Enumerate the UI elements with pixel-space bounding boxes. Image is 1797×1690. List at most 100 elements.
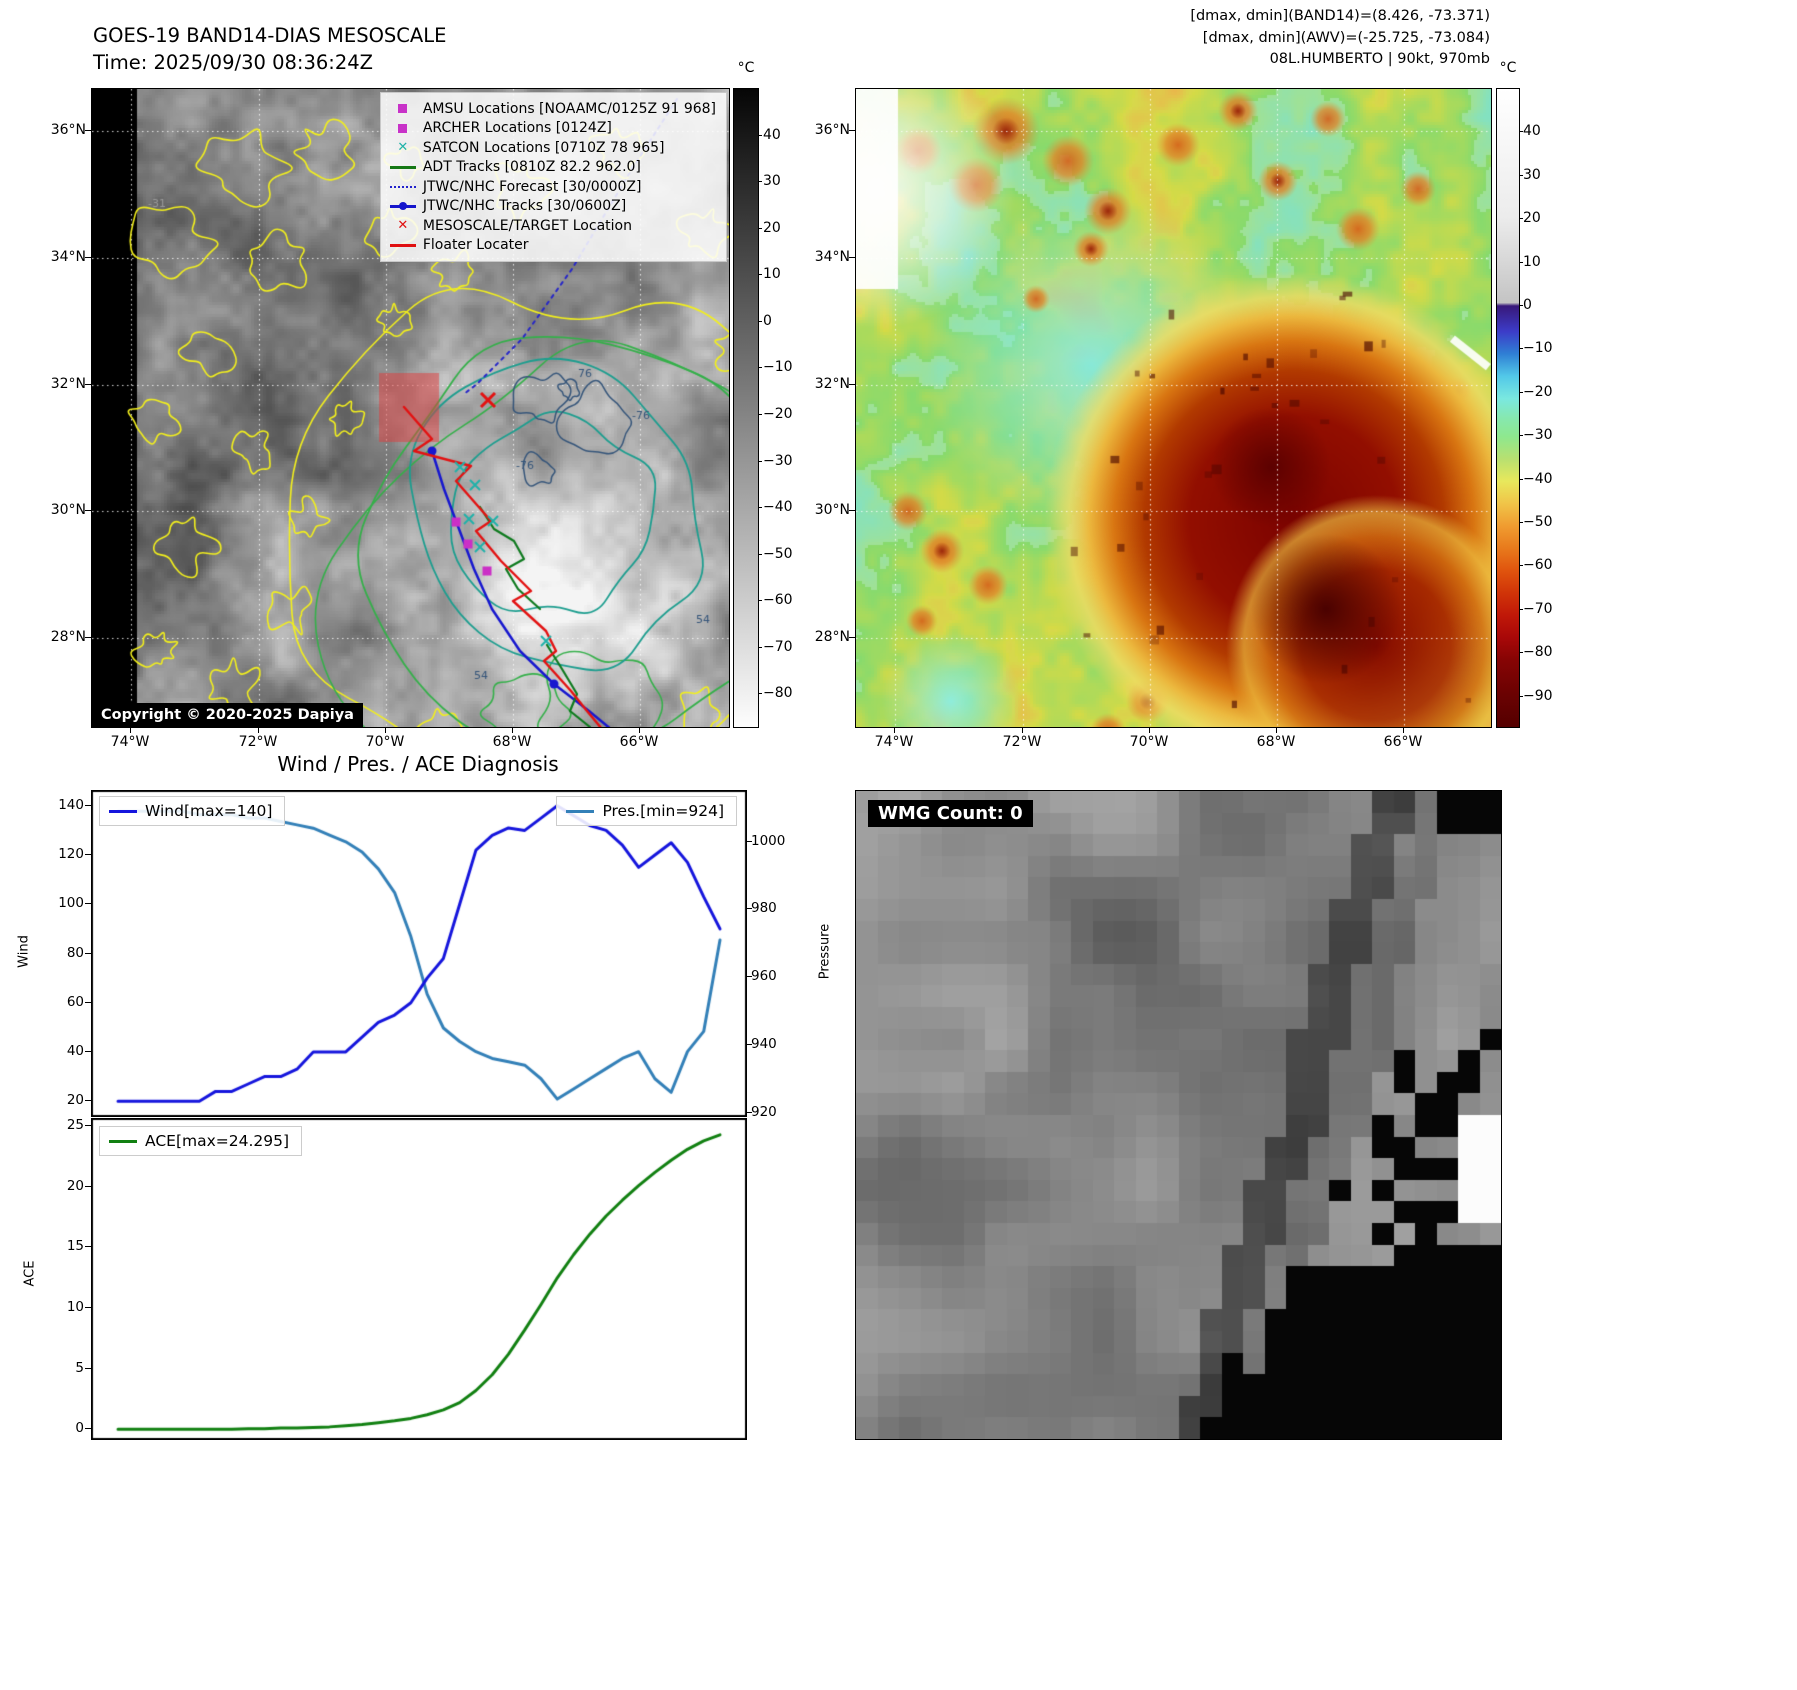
- tick-mark: [1519, 652, 1523, 654]
- tick-mark: [85, 257, 91, 258]
- tick-mark: [639, 727, 640, 733]
- tick-mark: [758, 646, 762, 648]
- colorbar-tick-label: 20: [763, 219, 781, 236]
- tick-mark: [758, 134, 762, 136]
- colorbar-tick-label: −30: [1523, 427, 1553, 444]
- legend-item-label: MESOSCALE/TARGET Location: [422, 217, 632, 234]
- lat-tick-label: 36°N: [50, 122, 86, 138]
- wind-tick-label: 140: [58, 796, 84, 813]
- lon-tick-label: 66°W: [619, 734, 659, 750]
- lon-tick-label: 74°W: [110, 734, 150, 750]
- x-marker-icon: ✕: [397, 140, 409, 156]
- ace-tick-label: 5: [75, 1359, 84, 1376]
- tick-mark: [758, 227, 762, 229]
- tick-mark: [1519, 174, 1523, 176]
- legend-item: JTWC/NHC Tracks [30/0600Z]: [387, 197, 716, 217]
- wind-tick-label: 60: [66, 993, 84, 1010]
- wmg-canvas: [856, 791, 1501, 1439]
- lon-tick-label: 72°W: [238, 734, 278, 750]
- left-map-legend: AMSU Locations [NOAAMC/0125Z 91 968] ARCH…: [379, 92, 727, 262]
- tick-mark: [258, 727, 259, 733]
- tick-mark: [85, 1100, 91, 1102]
- pres-legend-line-sample: [566, 809, 595, 813]
- legend-item-label: SATCON Locations [0710Z 78 965]: [422, 139, 665, 156]
- legend-item: ADT Tracks [0810Z 82.2 962.0]: [387, 158, 716, 178]
- tick-mark: [1519, 478, 1523, 480]
- ace-canvas: [92, 1119, 746, 1439]
- colorbar-tick-label: 0: [763, 312, 772, 329]
- line-marker-icon: [387, 165, 419, 169]
- ace-legend-label: ACE[max=24.295]: [145, 1132, 290, 1150]
- tick-mark: [746, 1111, 752, 1113]
- tick-mark: [1519, 348, 1523, 350]
- tick-mark: [1276, 727, 1277, 733]
- pressure-tick-label: 1000: [751, 832, 786, 849]
- lon-tick-label: 70°W: [1129, 734, 1169, 750]
- pres-legend-label: Pres.[min=924]: [602, 802, 724, 820]
- left-map-time: Time: 2025/09/30 08:36:24Z: [93, 51, 374, 74]
- wind-tick-label: 20: [66, 1092, 84, 1109]
- legend-item: ✕ MESOSCALE/TARGET Location: [387, 216, 716, 236]
- tick-mark: [85, 510, 91, 511]
- legend-item: ✕ SATCON Locations [0710Z 78 965]: [387, 138, 716, 158]
- colorbar-tick-label: −50: [1523, 514, 1553, 530]
- colorbar-tick-label: −30: [763, 452, 793, 469]
- legend-item-label: JTWC/NHC Tracks [30/0600Z]: [422, 198, 627, 215]
- left-colorbar: [733, 88, 759, 728]
- colorbar-tick-label: 10: [763, 266, 781, 283]
- lat-tick-label: 34°N: [814, 249, 850, 265]
- tick-mark: [85, 1185, 91, 1187]
- pressure-tick-label: 980: [751, 900, 777, 917]
- legend-item-label: Floater Locater: [422, 237, 529, 254]
- tick-mark: [130, 727, 131, 733]
- tick-mark: [758, 600, 762, 602]
- wind-legend: Wind[max=140]: [99, 796, 286, 826]
- ace-chart: [91, 1118, 747, 1440]
- wind-pressure-chart: [91, 790, 747, 1117]
- right-satellite-canvas: [856, 89, 1491, 727]
- tick-mark: [758, 367, 762, 369]
- tick-mark: [85, 952, 91, 954]
- ace-legend-line-sample: [109, 1139, 137, 1143]
- tick-mark: [746, 976, 752, 978]
- storm-name-intensity: 08L.HUMBERTO | 90kt, 970mb: [1269, 51, 1490, 67]
- lat-tick-label: 28°N: [814, 629, 850, 645]
- tick-mark: [1519, 695, 1523, 697]
- lon-tick-label: 72°W: [1002, 734, 1042, 750]
- colorbar-tick-label: −40: [763, 499, 793, 516]
- dmax-dmin-band14: [dmax, dmin](BAND14)=(8.426, -73.371): [1190, 8, 1490, 24]
- lat-tick-label: 30°N: [50, 502, 86, 518]
- colorbar-tick-label: −90: [1523, 687, 1553, 704]
- colorbar-tick-label: 30: [763, 173, 781, 190]
- wind-legend-line-sample: [109, 809, 137, 813]
- lat-tick-label: 36°N: [814, 122, 850, 138]
- diagnosis-chart-title: Wind / Pres. / ACE Diagnosis: [277, 752, 559, 776]
- colorbar-tick-label: −70: [1523, 600, 1553, 617]
- tick-mark: [758, 320, 762, 322]
- tick-mark: [85, 804, 91, 806]
- tick-mark: [85, 1367, 91, 1369]
- tick-mark: [1519, 305, 1523, 306]
- colorbar-tick-label: −20: [1523, 383, 1553, 400]
- lat-tick-label: 30°N: [814, 502, 850, 518]
- tick-mark: [758, 274, 762, 276]
- left-colorbar-unit: °C: [737, 60, 755, 76]
- tick-mark: [894, 727, 895, 733]
- colorbar-tick-label: −70: [763, 638, 793, 655]
- colorbar-tick-label: −10: [763, 359, 793, 376]
- tick-mark: [1403, 727, 1404, 733]
- tick-mark: [758, 507, 762, 509]
- wind-tick-label: 100: [58, 895, 84, 912]
- ace-legend: ACE[max=24.295]: [99, 1126, 303, 1156]
- tick-mark: [1149, 727, 1150, 733]
- tick-mark: [85, 384, 91, 385]
- ace-tick-label: 25: [66, 1117, 84, 1134]
- ace-tick-label: 20: [66, 1177, 84, 1194]
- tick-mark: [849, 130, 855, 131]
- lon-tick-label: 68°W: [1256, 734, 1296, 750]
- tick-mark: [758, 181, 762, 183]
- tick-mark: [1519, 261, 1523, 263]
- left-map-title: GOES-19 BAND14-DIAS MESOSCALE: [93, 24, 447, 47]
- tick-mark: [758, 693, 762, 695]
- colorbar-tick-label: −40: [1523, 470, 1553, 487]
